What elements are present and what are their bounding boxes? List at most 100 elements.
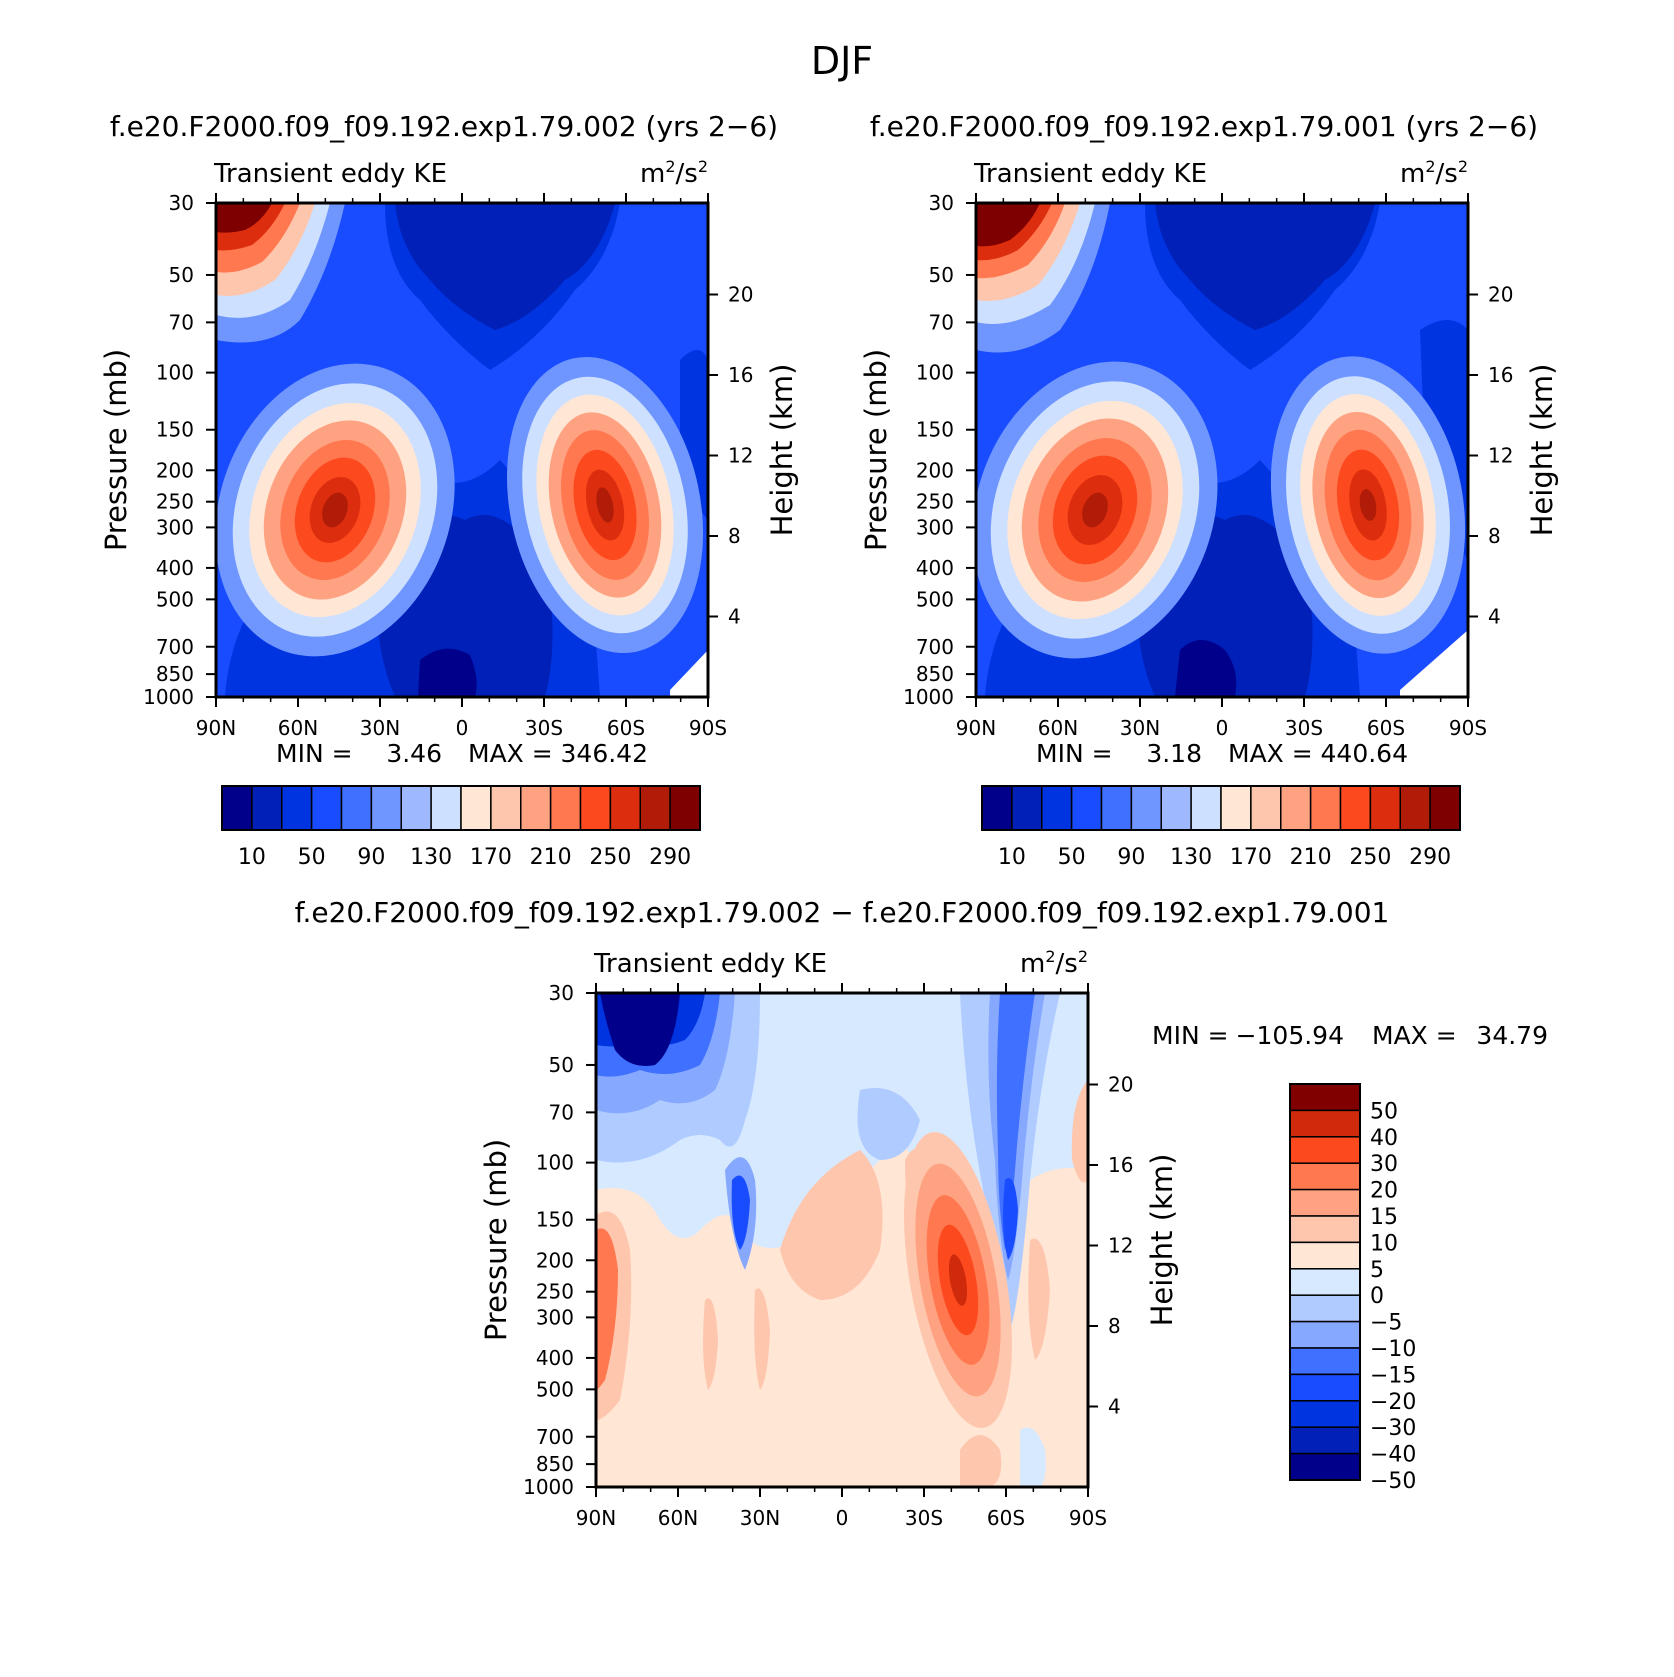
colorbar-frame [1289,1083,1361,1481]
colorbar-swatch [1289,1083,1361,1112]
colorbar-label: 20 [1370,1179,1398,1204]
contour-region [731,1175,750,1250]
units-label: m2/s2 [1400,157,1468,189]
min-value: 3.46 [386,739,442,768]
contour-region [948,1254,968,1306]
colorbar-label: −20 [1370,1390,1416,1415]
min-label: MIN = [1152,1021,1229,1050]
contour-region [703,1298,718,1390]
colorbar-swatch [1190,785,1222,831]
y-tick-label: 850 [536,1452,574,1476]
contour-field [216,203,708,697]
y-right-tick-label: 16 [1108,1153,1133,1177]
x-tick-label: 60N [278,716,318,740]
colorbar-swatch [1289,1347,1361,1376]
contour-region [976,203,1040,247]
colorbar-swatch [1289,1215,1361,1244]
x-tick-label: 30N [1120,716,1160,740]
y-right-tick-label: 4 [728,604,741,628]
min-label: MIN = [276,739,353,768]
x-tick-label: 60N [1038,716,1078,740]
y-tick-label: 70 [929,310,954,334]
colorbar-swatch [1011,785,1043,831]
colorbar-label: 50 [1370,1099,1398,1124]
contour-region [960,1435,1002,1487]
colorbar-swatch [1289,1136,1361,1164]
colorbar-label: 210 [1290,845,1332,870]
colorbar-label: 130 [410,845,452,870]
y-tick-label: 700 [156,635,194,659]
x-tick-label: 30N [740,1506,780,1530]
contour-region [395,203,615,330]
colorbar-label: 10 [1370,1231,1398,1256]
min-value: 3.18 [1146,739,1202,768]
topography-mask [1400,630,1468,697]
y-tick-label: 250 [156,490,194,514]
x-tick-label: 0 [1216,716,1229,740]
y-tick-label: 250 [916,490,954,514]
max-value: 34.79 [1476,1021,1548,1050]
colorbar-swatch [1369,785,1401,831]
colorbar-label: 170 [1230,845,1272,870]
y-tick-label: 250 [536,1280,574,1304]
colorbar-swatch [1339,785,1372,831]
y-tick-label: 400 [156,556,194,580]
max-label: MAX = [468,739,553,768]
x-tick-label: 30S [1285,716,1323,740]
y-tick-label: 30 [549,981,574,1005]
colorbar-frame [221,785,701,831]
contour-region [1020,1427,1046,1487]
colorbar-frame [981,785,1461,831]
x-tick-label: 90N [196,716,236,740]
panel-case2: f.e20.F2000.f09_f09.192.exp1.79.001 (yrs… [859,110,1559,870]
colorbar-label: 90 [357,845,385,870]
contour-region [780,1150,883,1300]
y-right-axis-title: Height (km) [1525,364,1559,537]
max-value: 346.42 [561,739,648,768]
colorbar-swatch [430,785,462,831]
colorbar-swatch [609,785,641,831]
y-tick-label: 150 [156,418,194,442]
x-tick-label: 30N [360,716,400,740]
y-tick-label: 1000 [523,1475,574,1499]
colorbar-swatch [981,785,1013,831]
min-value: −105.94 [1236,1021,1344,1050]
colorbar-swatch [1070,785,1103,831]
variable-label: Transient eddy KE [593,949,827,979]
colorbar-label: −10 [1370,1337,1416,1362]
colorbar-swatch [221,785,253,831]
panel-title: f.e20.F2000.f09_f09.192.exp1.79.002 (yrs… [110,110,778,143]
y-tick-label: 150 [536,1208,574,1232]
contour-field [596,993,1088,1487]
colorbar-label: 170 [470,845,512,870]
y-axis-title: Pressure (mb) [859,349,893,551]
colorbar-label: 30 [1370,1152,1398,1177]
y-right-tick-label: 20 [728,282,753,306]
y-tick-label: 50 [929,263,954,287]
contour-region [1082,492,1108,528]
colorbar-swatch [1289,1294,1361,1323]
y-right-axis-title: Height (km) [765,364,799,537]
units-label: m2/s2 [1020,947,1088,979]
variable-label: Transient eddy KE [973,159,1207,189]
colorbar-swatch [1289,1268,1361,1296]
x-tick-label: 60N [658,1506,698,1530]
max-label: MAX = [1228,739,1313,768]
x-tick-label: 0 [836,1506,849,1530]
contour-region [1071,1080,1088,1183]
x-tick-label: 90N [956,716,996,740]
x-tick-label: 0 [456,716,469,740]
colorbar-label: −40 [1370,1443,1416,1468]
colorbar-label: 10 [238,845,266,870]
axes: 90N 60N 30N 0 30S 60S 90S 30 50 70 100 150 200 250300… [859,191,1559,740]
y-tick-label: 50 [549,1053,574,1077]
colorbar-label: 130 [1170,845,1212,870]
x-tick-label: 30S [525,716,563,740]
y-tick-label: 100 [156,361,194,385]
y-right-tick-label: 4 [1488,604,1501,628]
y-tick-label: 500 [536,1377,574,1401]
colorbar-label: 50 [1058,845,1086,870]
colorbar-swatch [1289,1320,1361,1349]
x-tick-label: 90S [689,716,727,740]
max-value: 440.64 [1321,739,1408,768]
